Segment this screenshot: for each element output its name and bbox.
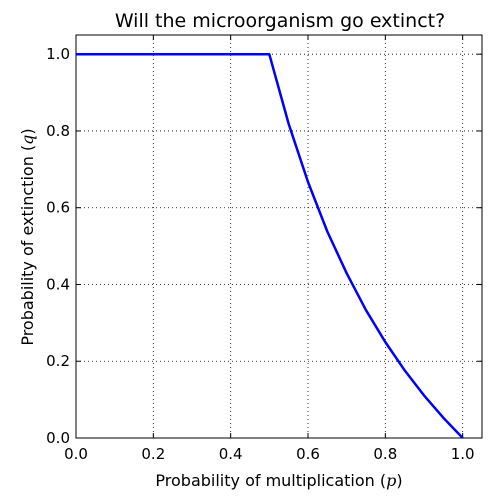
x-tick-label: 0.4 <box>219 445 243 463</box>
x-tick-label: 0.0 <box>64 445 88 463</box>
y-tick-label: 0.4 <box>46 275 70 293</box>
plot-frame <box>76 35 482 438</box>
axis-ticks: 0.0 0.2 0.4 0.6 0.8 1.0 0.0 0.2 0.4 0.6 0.8 1.0 <box>46 35 482 463</box>
y-tick-label: 0.6 <box>46 199 70 217</box>
y-axis-label: Probability of extinction (q) <box>18 128 37 345</box>
chart-title: Will the microorganism go extinct? <box>115 10 445 32</box>
grid <box>76 35 482 438</box>
y-tick-label: 0.8 <box>46 122 70 140</box>
x-tick-label: 0.6 <box>296 445 320 463</box>
series-layer <box>76 54 463 438</box>
y-tick-label: 0.2 <box>46 352 70 370</box>
x-tick-label: 0.8 <box>373 445 397 463</box>
y-axis-label-variable: q <box>18 135 37 145</box>
x-axis-label-variable: p <box>386 471 396 490</box>
x-axis-label: Probability of multiplication (p) <box>155 471 402 490</box>
y-axis-label-text: Probability of extinction ( <box>18 145 37 346</box>
y-tick-label: 0.0 <box>46 429 70 447</box>
x-axis-label-text: Probability of multiplication ( <box>155 471 386 490</box>
x-tick-label: 0.2 <box>141 445 165 463</box>
x-tick-label: 1.0 <box>451 445 475 463</box>
y-axis-label-close: ) <box>18 128 37 134</box>
y-tick-label: 1.0 <box>46 45 70 63</box>
x-axis-label-close: ) <box>396 471 402 490</box>
series-line <box>76 54 463 438</box>
